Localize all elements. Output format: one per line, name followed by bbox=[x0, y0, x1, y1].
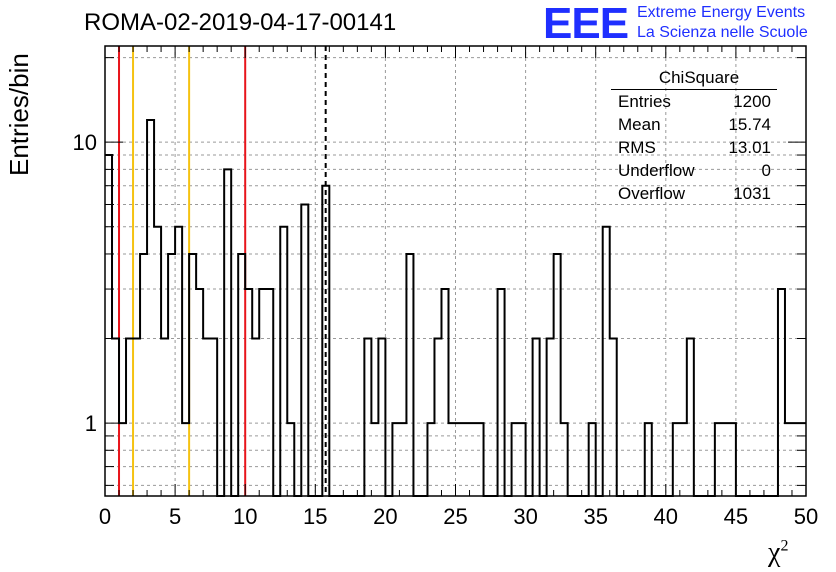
stats-label: Underflow bbox=[618, 161, 695, 180]
stats-label: Entries bbox=[618, 92, 671, 111]
histogram-bin bbox=[175, 227, 182, 496]
histogram-bin bbox=[554, 254, 561, 496]
histogram-bin bbox=[126, 339, 133, 496]
y-tick-label: 1 bbox=[85, 411, 97, 436]
histogram-bin bbox=[322, 186, 329, 496]
x-tick-label: 30 bbox=[513, 504, 537, 529]
x-axis-label: χ2 bbox=[768, 537, 788, 569]
stats-row-rms: RMS 13.01 bbox=[611, 136, 777, 159]
stats-value: 0 bbox=[761, 161, 771, 180]
histogram-bin bbox=[547, 339, 554, 496]
histogram-bin bbox=[147, 120, 154, 496]
histogram-bin bbox=[189, 254, 196, 496]
histogram-bin bbox=[778, 289, 785, 496]
axis-ticks: 0 5 10 15 20 25 30 35 40 45 50 1 10 bbox=[73, 46, 818, 529]
histogram-bin bbox=[133, 339, 140, 496]
histogram-bin bbox=[238, 254, 245, 496]
stats-box: ChiSquare Entries 1200 Mean 15.74 RMS 13.01… bbox=[611, 66, 777, 205]
histogram-bin bbox=[203, 339, 210, 496]
x-axis-label-text: χ bbox=[768, 537, 781, 568]
x-tick-label: 5 bbox=[169, 504, 181, 529]
x-tick-label: 15 bbox=[303, 504, 327, 529]
stats-value: 13.01 bbox=[728, 138, 771, 157]
x-tick-label: 40 bbox=[654, 504, 678, 529]
stats-title: ChiSquare bbox=[611, 66, 777, 90]
histogram-bin bbox=[364, 339, 371, 496]
stats-label: Mean bbox=[618, 115, 661, 134]
stats-label: Overflow bbox=[618, 184, 686, 203]
eee-logo: EEE bbox=[543, 0, 629, 48]
histogram-bin bbox=[603, 227, 610, 496]
histogram-bin bbox=[301, 204, 308, 496]
histogram-bin bbox=[245, 289, 252, 496]
histogram-bin bbox=[687, 339, 694, 496]
x-tick-label: 35 bbox=[583, 504, 607, 529]
histogram-bin bbox=[224, 169, 231, 496]
brand-line-2: La Scienza nelle Scuole bbox=[637, 24, 808, 41]
histogram-bin bbox=[378, 339, 385, 496]
histogram-bin bbox=[196, 289, 203, 496]
histogram-bin bbox=[168, 254, 175, 496]
histogram-bin bbox=[112, 339, 119, 496]
histogram-bin bbox=[161, 339, 168, 496]
x-tick-label: 45 bbox=[724, 504, 748, 529]
stats-value: 15.74 bbox=[728, 115, 771, 134]
stats-label: RMS bbox=[618, 138, 656, 157]
x-tick-label: 20 bbox=[373, 504, 397, 529]
histogram-bin bbox=[266, 289, 273, 496]
histogram-bin bbox=[154, 227, 161, 496]
x-tick-label: 10 bbox=[233, 504, 257, 529]
histogram-bin bbox=[406, 254, 413, 496]
brand-line-1: Extreme Energy Events bbox=[637, 4, 806, 21]
histogram-bin bbox=[280, 227, 287, 496]
histogram-bin bbox=[259, 289, 266, 496]
chart-title: ROMA-02-2019-04-17-00141 bbox=[84, 9, 397, 36]
histogram-bin bbox=[498, 289, 505, 496]
x-tick-label: 50 bbox=[794, 504, 818, 529]
stats-row-underflow: Underflow 0 bbox=[611, 159, 777, 182]
stats-value: 1200 bbox=[733, 92, 771, 111]
histogram-bin bbox=[105, 155, 112, 496]
histogram-bin bbox=[140, 254, 147, 496]
y-tick-label: 10 bbox=[73, 130, 97, 155]
x-axis-label-sup: 2 bbox=[780, 537, 789, 555]
stats-row-mean: Mean 15.74 bbox=[611, 113, 777, 136]
histogram-bin bbox=[610, 339, 617, 496]
histogram-bin bbox=[210, 339, 217, 496]
histogram-bin bbox=[533, 339, 540, 496]
x-tick-label: 25 bbox=[443, 504, 467, 529]
stats-row-overflow: Overflow 1031 bbox=[611, 182, 777, 205]
stats-row-entries: Entries 1200 bbox=[611, 90, 777, 113]
histogram-bin bbox=[434, 339, 441, 496]
stats-value: 1031 bbox=[733, 184, 771, 203]
histogram-bin bbox=[252, 339, 259, 496]
histogram-bin bbox=[441, 289, 448, 496]
x-tick-label: 0 bbox=[99, 504, 111, 529]
